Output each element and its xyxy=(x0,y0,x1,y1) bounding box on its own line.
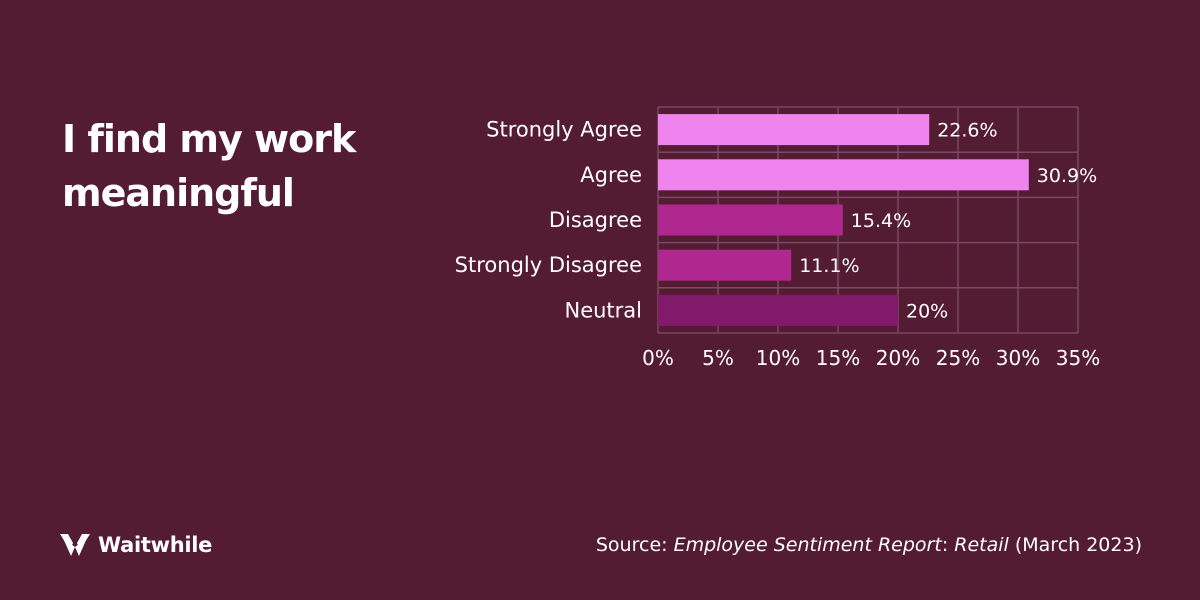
brand-name: Waitwhile xyxy=(98,533,213,557)
bar xyxy=(658,204,843,236)
category-label: Neutral xyxy=(564,298,642,322)
data-label: 20% xyxy=(906,300,948,322)
source-report: Employee Sentiment Report xyxy=(673,534,942,556)
brand-logo: Waitwhile xyxy=(60,530,212,560)
source-sep: : xyxy=(941,534,955,556)
source-prefix: Source: xyxy=(595,534,674,556)
bar xyxy=(658,114,930,146)
category-label: Strongly Disagree xyxy=(455,253,642,277)
waitwhile-logo-icon xyxy=(60,534,90,556)
source-sector: Retail xyxy=(954,534,1009,556)
x-tick-label: 25% xyxy=(936,346,980,370)
x-tick-label: 35% xyxy=(1056,346,1100,370)
data-label: 22.6% xyxy=(937,120,997,142)
category-label: Strongly Agree xyxy=(486,118,642,142)
source-note: Source: Employee Sentiment Report: Retai… xyxy=(596,534,1142,556)
x-tick-label: 5% xyxy=(702,346,734,370)
bar xyxy=(658,159,1029,191)
x-tick-label: 10% xyxy=(756,346,800,370)
x-tick-label: 20% xyxy=(876,346,920,370)
x-tick-label: 0% xyxy=(642,346,674,370)
source-date: (March 2023) xyxy=(1008,534,1142,556)
category-label: Agree xyxy=(580,163,642,187)
x-tick-label: 15% xyxy=(816,346,860,370)
data-label: 15.4% xyxy=(851,210,911,232)
category-label: Disagree xyxy=(549,208,642,232)
x-tick-label: 30% xyxy=(996,346,1040,370)
data-label: 30.9% xyxy=(1037,165,1097,187)
bar xyxy=(658,249,792,281)
data-label: 11.1% xyxy=(799,255,859,277)
chart-title: I find my work meaningful xyxy=(62,117,356,215)
bar xyxy=(658,294,898,326)
